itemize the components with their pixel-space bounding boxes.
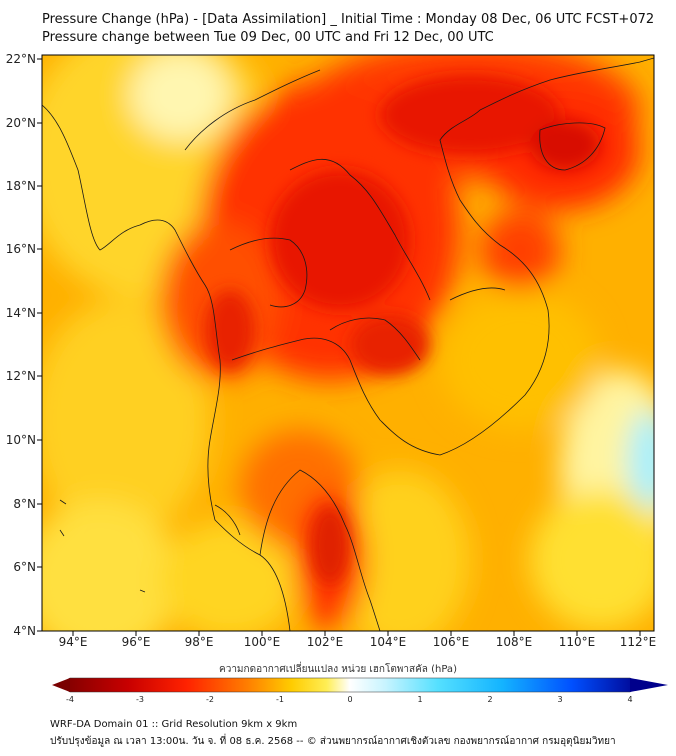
map-subtitle: Pressure change between Tue 09 Dec, 00 U… [42, 30, 494, 45]
lon-label: 106°E [433, 635, 470, 649]
lat-label: 20°N [6, 116, 36, 130]
lat-label: 14°N [6, 306, 36, 320]
map-title: Pressure Change (hPa) - [Data Assimilati… [42, 12, 655, 27]
colorbar-tick: -4 [66, 695, 74, 704]
colorbar-min-arrow [52, 678, 70, 692]
map-frame [41, 54, 655, 632]
lat-label: 4°N [13, 624, 36, 638]
colorbar-tick: 1 [417, 695, 422, 704]
colorbar-tick: 3 [557, 695, 562, 704]
lat-label: 12°N [6, 369, 36, 383]
latitude-axis: 22°N 20°N 18°N 16°N 14°N 12°N 10°N 8°N 6… [6, 52, 42, 638]
lon-label: 108°E [496, 635, 533, 649]
colorbar: -4 -3 -2 -1 0 1 2 3 4 [52, 677, 668, 704]
lat-label: 16°N [6, 242, 36, 256]
lat-label: 6°N [13, 560, 36, 574]
lon-label: 96°E [122, 635, 151, 649]
pressure-field [42, 55, 654, 631]
colorbar-gradient [57, 677, 643, 693]
lon-label: 98°E [185, 635, 214, 649]
lat-label: 8°N [13, 497, 36, 511]
colorbar-tick: -1 [276, 695, 284, 704]
colorbar-tick: 2 [487, 695, 492, 704]
lat-label: 18°N [6, 179, 36, 193]
colorbar-title: ความกดอากาศเปลี่ยนแปลง หน่วย เฮกโตพาสคัล… [219, 664, 457, 675]
footer-update-info: ปรับปรุงข้อมูล ณ เวลา 13:00น. วัน จ. ที่… [50, 736, 616, 747]
lon-label: 110°E [559, 635, 596, 649]
colorbar-tick: 0 [347, 695, 352, 704]
footer-model-info: WRF-DA Domain 01 :: Grid Resolution 9km … [50, 719, 298, 730]
lat-label: 10°N [6, 433, 36, 447]
lon-label: 112°E [620, 635, 657, 649]
longitude-axis: 94°E 96°E 98°E 100°E 102°E 104°E 106°E 1… [59, 631, 657, 649]
colorbar-tick: -3 [136, 695, 144, 704]
lat-label: 22°N [6, 52, 36, 66]
lon-label: 100°E [244, 635, 281, 649]
lon-label: 104°E [370, 635, 407, 649]
colorbar-max-arrow [630, 678, 668, 692]
colorbar-tick: 4 [627, 695, 632, 704]
lon-label: 94°E [59, 635, 88, 649]
lon-label: 102°E [307, 635, 344, 649]
colorbar-tick: -2 [206, 695, 214, 704]
coastline-borders [42, 57, 654, 631]
